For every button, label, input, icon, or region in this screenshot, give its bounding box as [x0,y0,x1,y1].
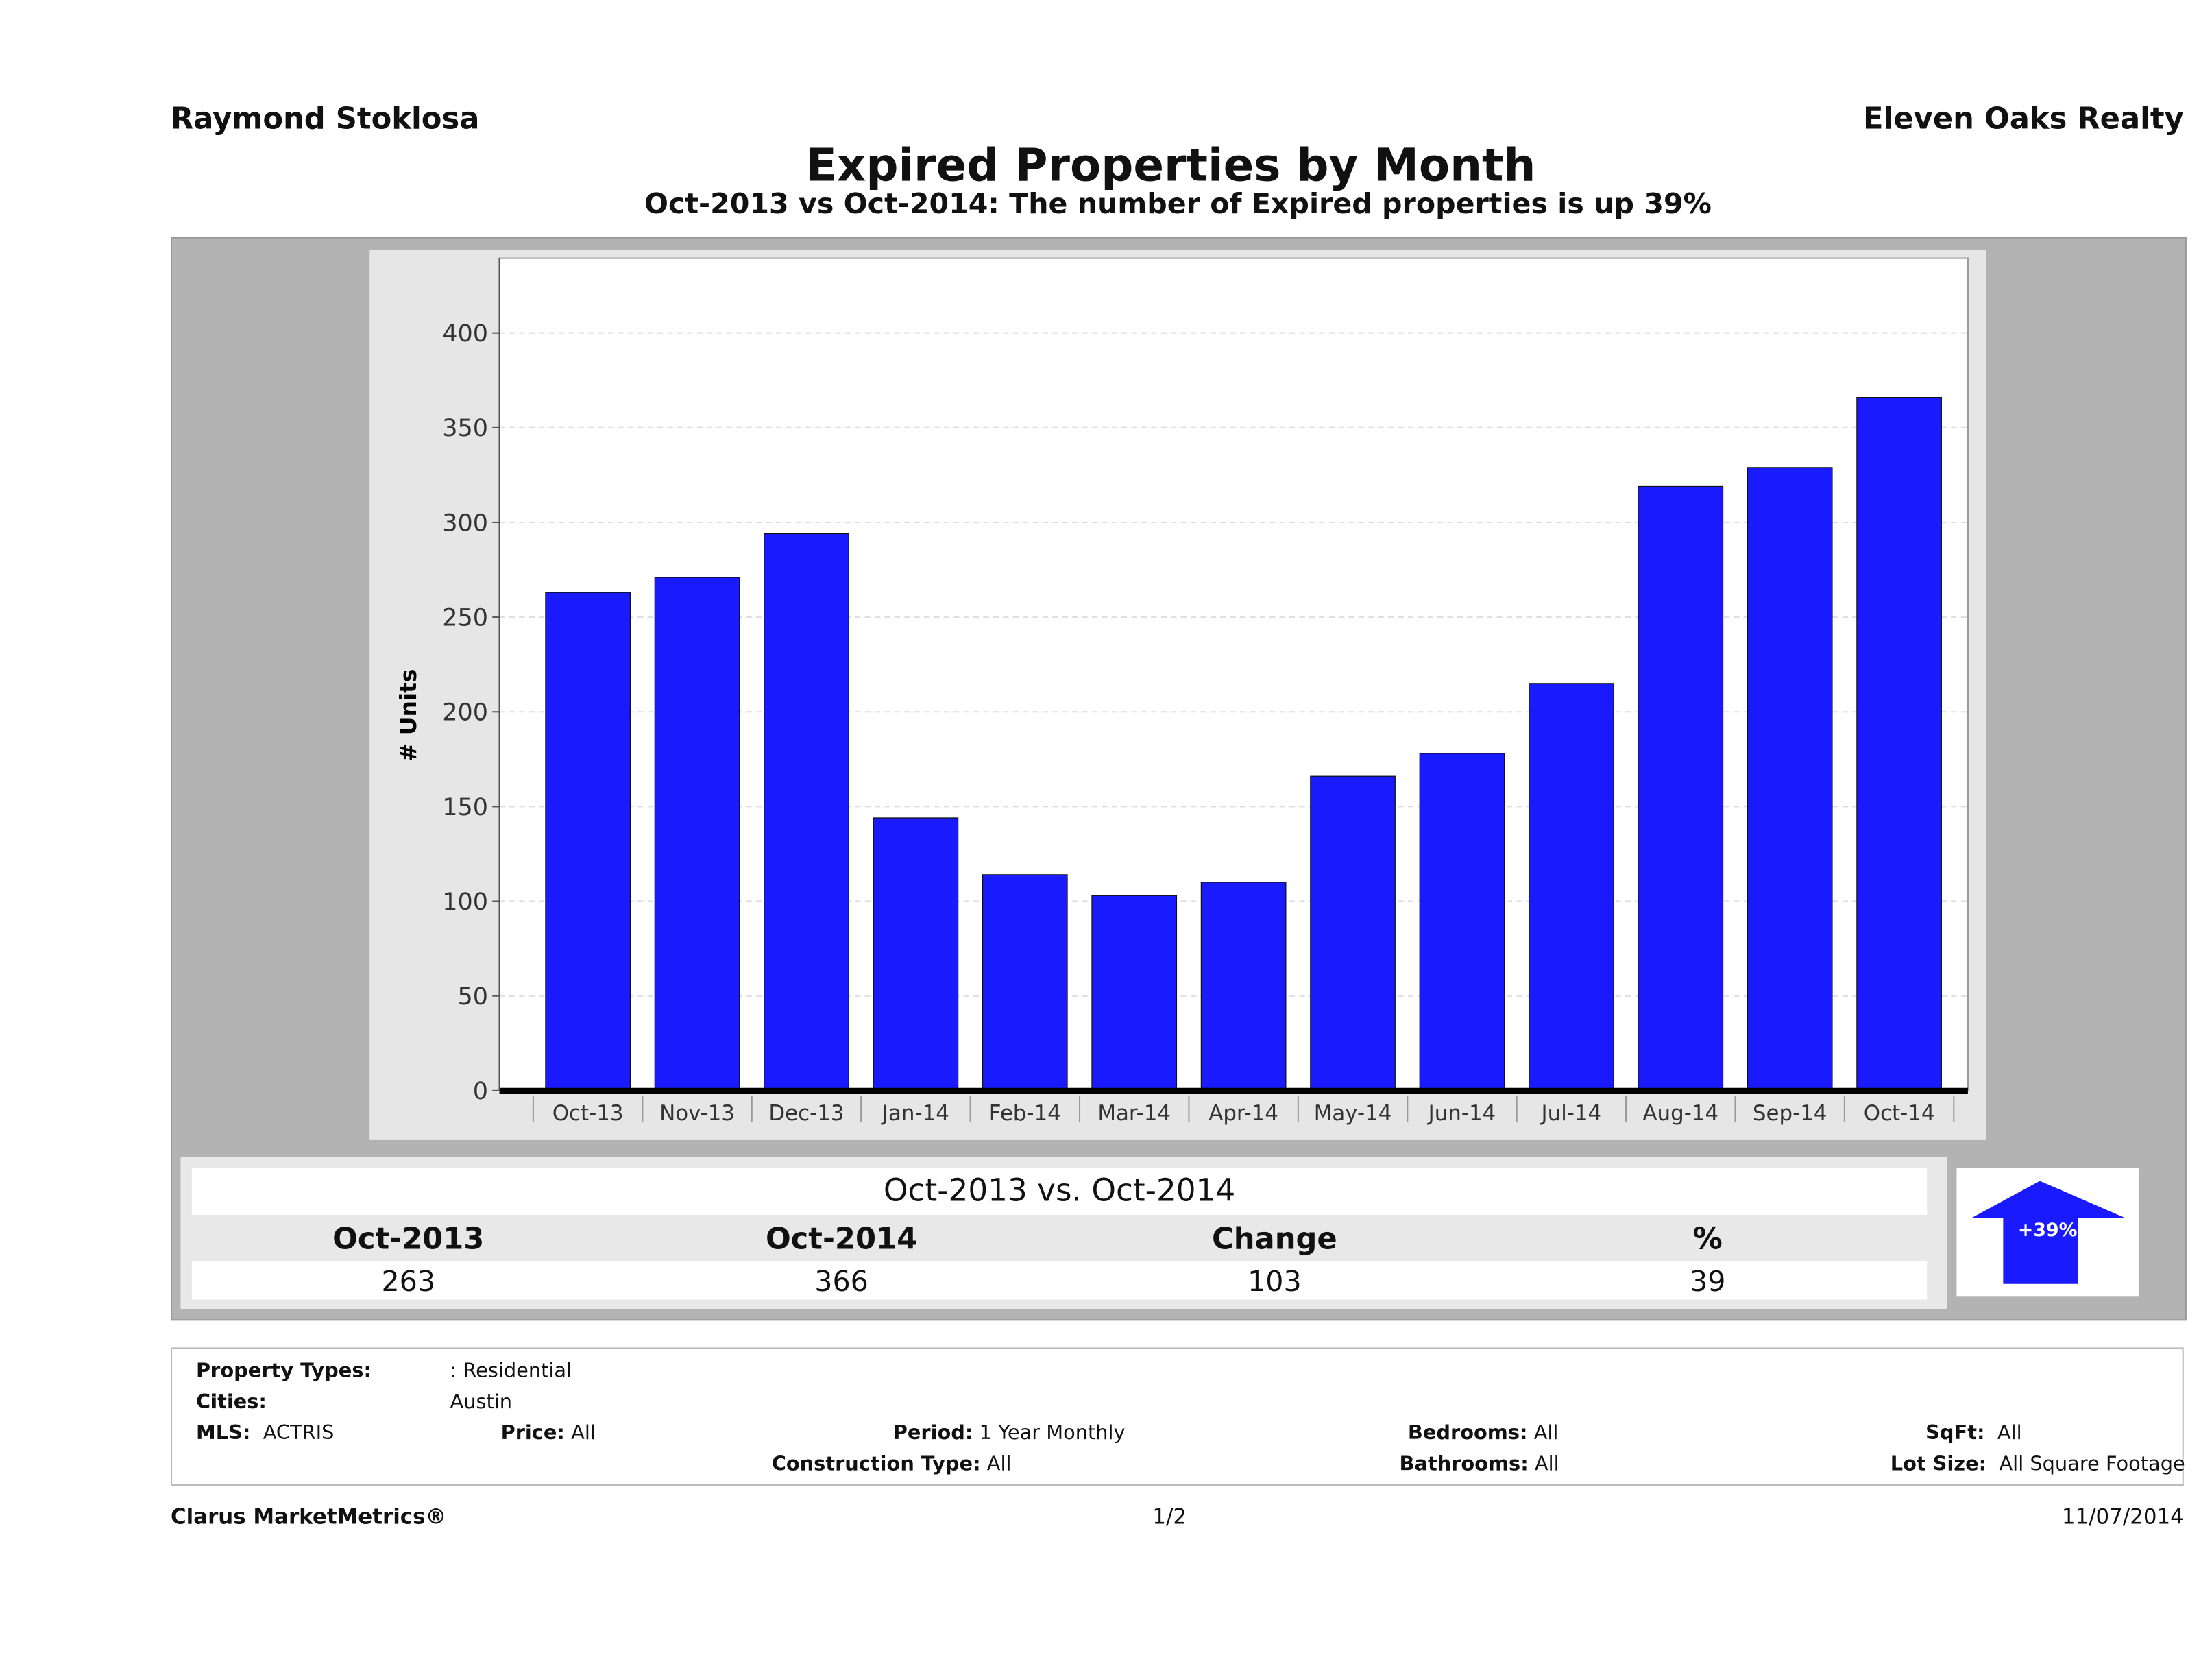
construction-label: Construction Type: [771,1453,981,1476]
y-tick-label: 250 [442,604,488,631]
y-tick-label: 300 [442,509,488,537]
chart-subtitle: Oct-2013 vs Oct-2014: The number of Expi… [644,186,1712,221]
property-types-label: Property Types: [196,1360,372,1383]
bar-dec-13 [764,533,849,1091]
chart-title: Expired Properties by Month [805,138,1536,192]
bar-oct-14 [1856,397,1942,1091]
x-tick-label: Oct-13 [552,1101,624,1126]
property-types-value: : Residential [450,1360,572,1383]
bar-apr-14 [1200,882,1287,1091]
x-tick-label: May-14 [1314,1101,1392,1126]
bar-oct-13 [545,592,631,1091]
bar-jun-14 [1419,753,1505,1091]
bathrooms-value: All [1534,1453,1559,1476]
agent-name: Raymond Stoklosa [171,101,480,136]
sqft-label: SqFt: [1925,1422,1985,1445]
footer-date: 11/07/2014 [2061,1503,2184,1530]
bar-may-14 [1310,775,1396,1091]
value-change: 103 [1248,1264,1302,1298]
y-axis-label: # Units [395,669,422,762]
y-tick-label: 150 [442,794,488,821]
bar-jan-14 [873,817,959,1091]
bar-aug-14 [1638,485,1724,1091]
x-tick-label: Jul-14 [1540,1101,1602,1126]
summary-heading: Oct-2013 vs. Oct-2014 [191,1168,1928,1215]
x-tick-label: Dec-13 [768,1101,844,1126]
change-badge: +39% [1956,1168,2139,1297]
value-oct-2013: 263 [381,1264,436,1298]
y-tick-label: 100 [442,889,488,916]
cities-label: Cities: [196,1391,267,1414]
y-tick-label: 400 [442,320,488,348]
criteria-box: Property Types: : Residential Cities: Au… [171,1347,2185,1486]
value-oct-2014: 366 [814,1264,868,1298]
y-tick-label: 50 [458,983,489,1011]
value-percent: 39 [1690,1264,1726,1298]
col-header-oct-2014: Oct-2014 [765,1222,918,1256]
bar-mar-14 [1091,895,1178,1091]
col-header-change: Change [1212,1222,1337,1256]
cities-value: Austin [450,1391,513,1414]
bar-chart: 0 50 100 150 200 250 300 350 400 Oct-13 Nov-13 Dec-… [395,257,1969,1126]
lotsize-label: Lot Size: [1890,1453,1987,1476]
x-tick-label: Sep-14 [1753,1101,1827,1126]
bar-sep-14 [1747,467,1833,1091]
mls-label: MLS: [196,1422,251,1445]
mls-value: ACTRIS [263,1422,335,1445]
x-tick-label: Oct-14 [1864,1101,1935,1126]
bar-feb-14 [982,874,1068,1091]
summary-table: Oct-2013 vs. Oct-2014 Oct-2013 Oct-2014 … [180,1157,1947,1309]
bedrooms-value: All [1533,1422,1559,1445]
x-tick-label: Jan-14 [881,1101,949,1126]
price-value: All [571,1422,596,1445]
x-tick-label: Aug-14 [1642,1101,1718,1126]
arrow-up-icon [1972,1181,2125,1284]
y-tick-label: 200 [442,699,488,727]
sqft-value: All [1997,1422,2022,1445]
footer-page: 1/2 [1152,1503,1187,1530]
period-value: 1 Year Monthly [979,1422,1126,1445]
x-tick-label: Jun-14 [1427,1101,1496,1126]
footer-brand: Clarus MarketMetrics® [171,1503,447,1530]
badge-text: +39% [2017,1220,2078,1242]
construction-value: All [986,1453,1012,1476]
bar-jul-14 [1529,683,1614,1091]
x-tick-label: Mar-14 [1097,1101,1171,1126]
period-label: Period: [892,1422,973,1445]
col-header-oct-2013: Oct-2013 [332,1222,485,1256]
bar-nov-13 [654,577,740,1091]
bathrooms-label: Bathrooms: [1399,1453,1529,1476]
company-name: Eleven Oaks Realty [1863,101,2184,136]
x-tick-label: Nov-13 [659,1101,735,1126]
x-tick-label: Apr-14 [1208,1101,1278,1126]
lotsize-value: All Square Footage [1999,1453,2185,1476]
y-tick-label: 0 [473,1078,488,1105]
y-tick-label: 350 [442,415,488,442]
bedrooms-label: Bedrooms: [1407,1422,1528,1445]
x-tick-label: Feb-14 [989,1101,1061,1126]
price-label: Price: [500,1422,565,1445]
col-header-percent: % [1692,1222,1723,1256]
